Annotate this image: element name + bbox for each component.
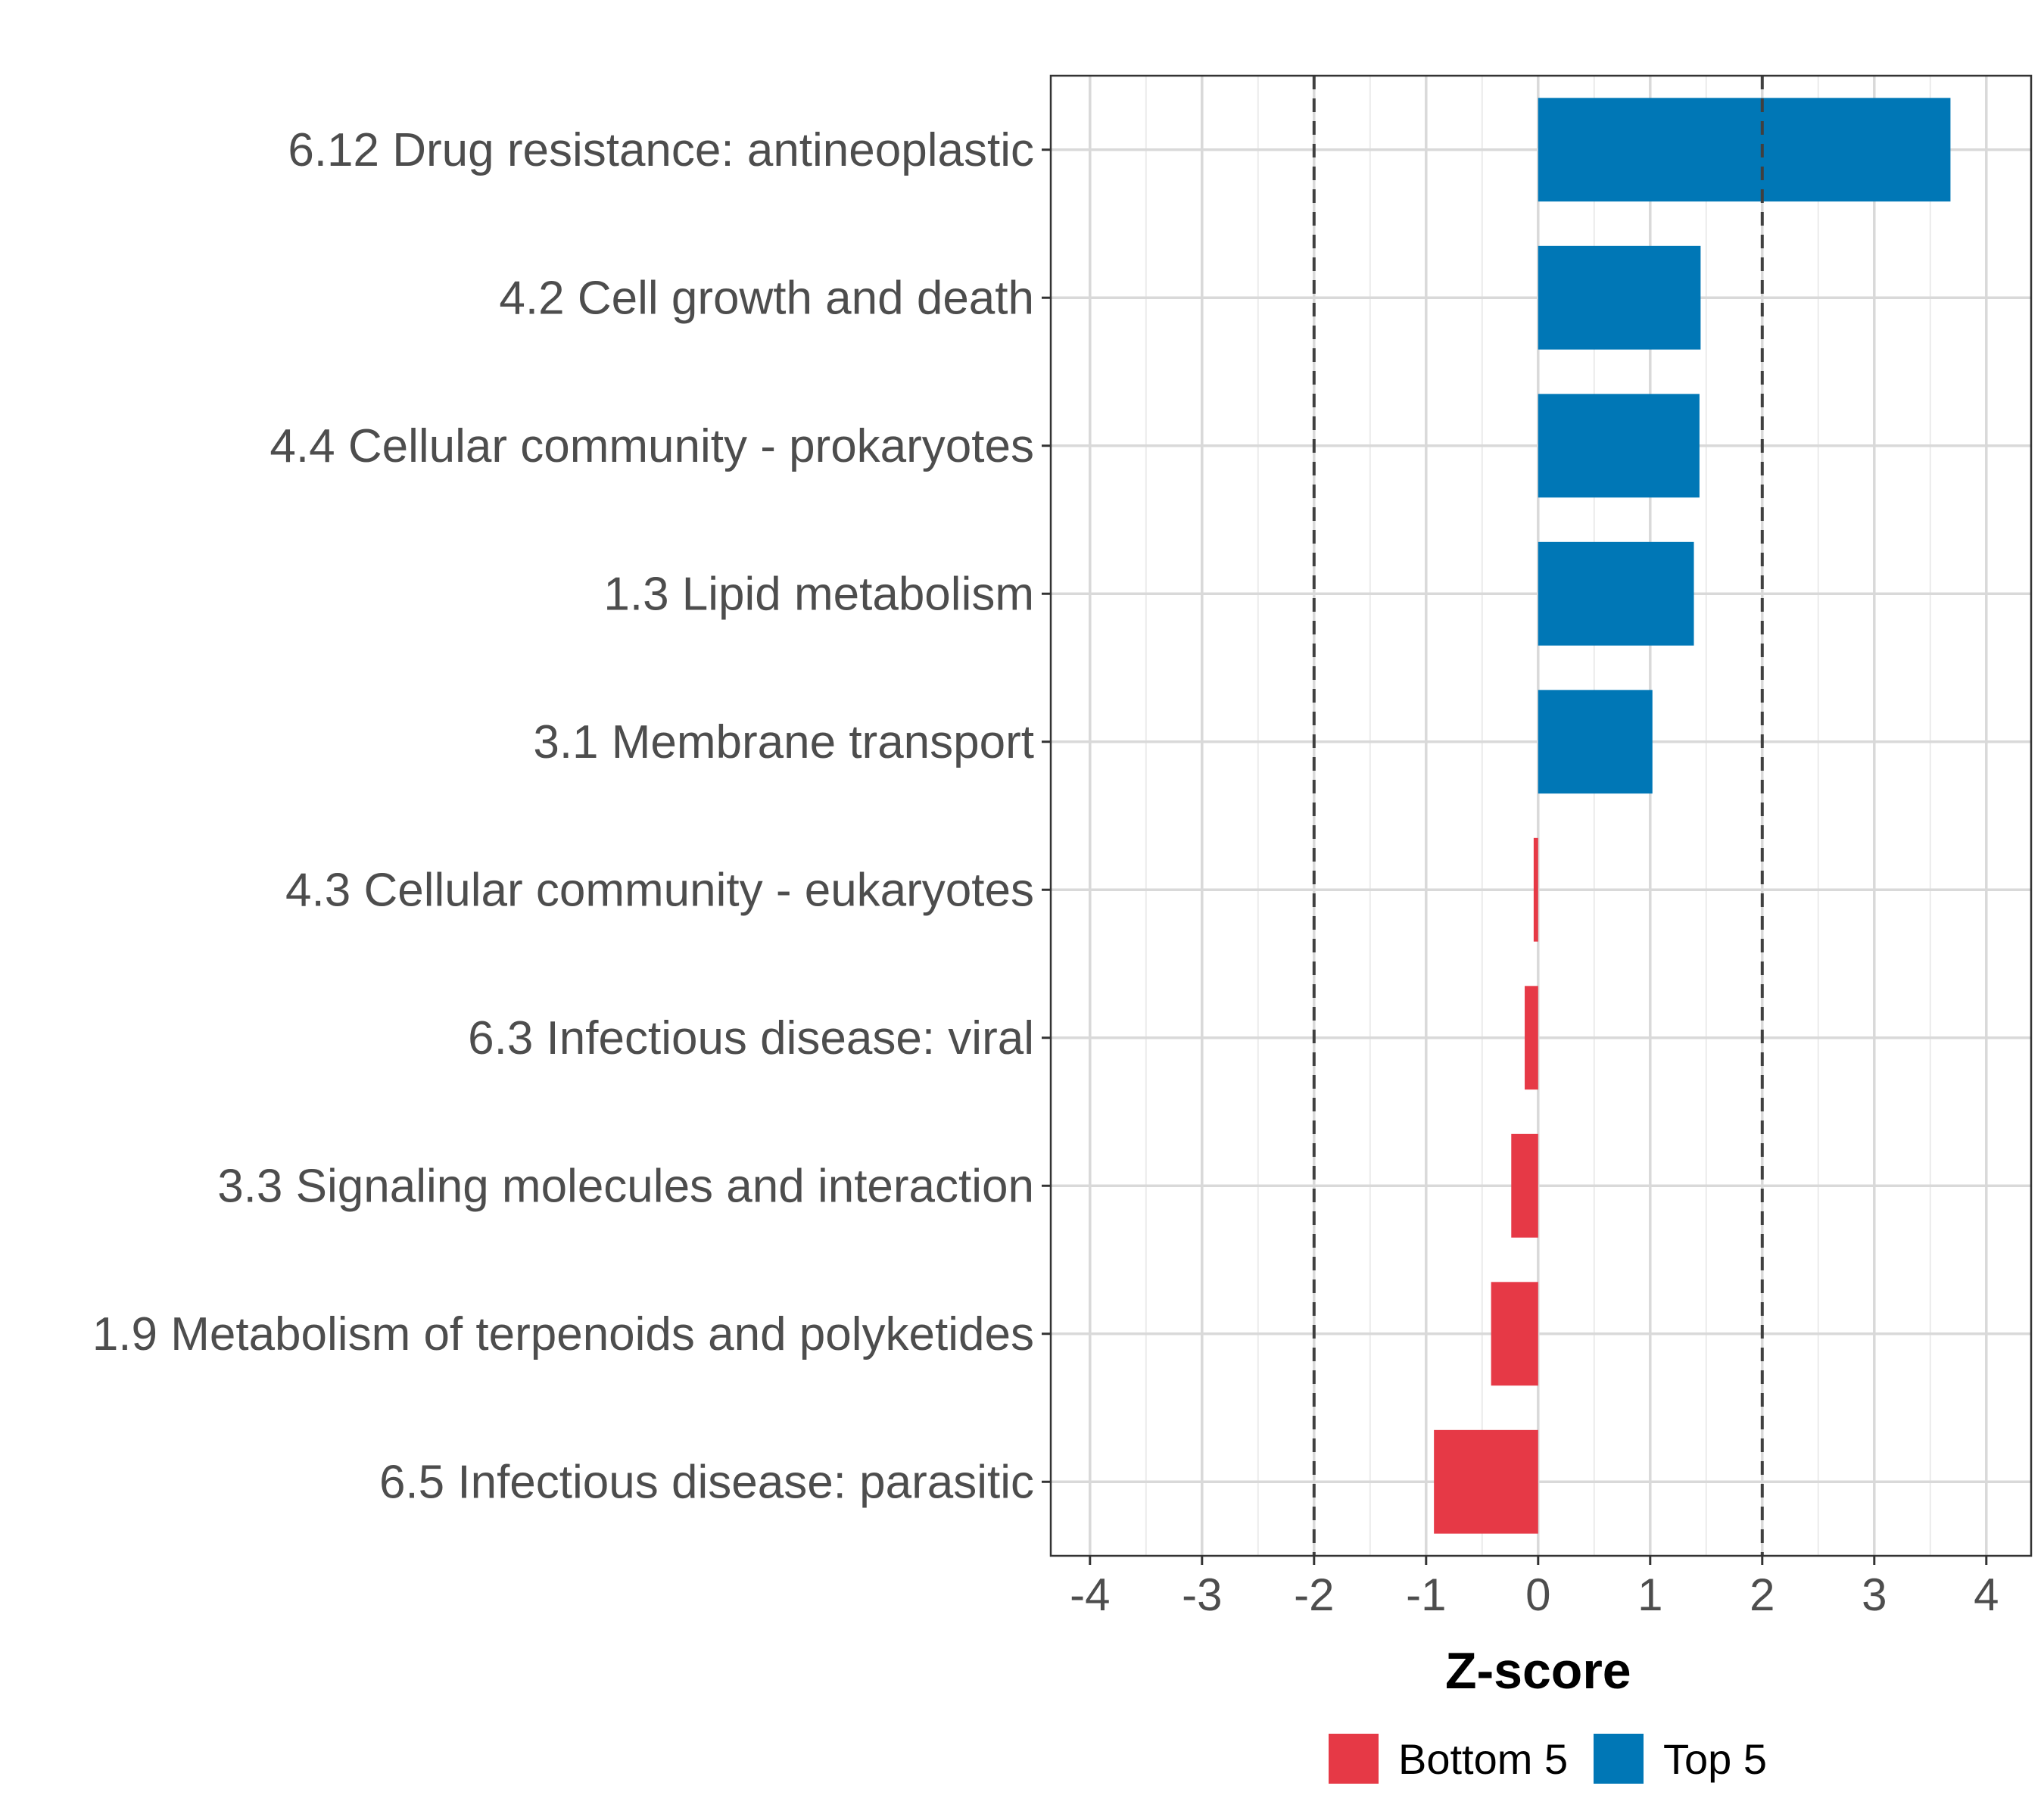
y-axis-ticks — [1042, 148, 1051, 1483]
x-tick-label: -2 — [1294, 1569, 1334, 1620]
legend-swatch-bottom5 — [1329, 1734, 1379, 1784]
x-axis-ticks — [1089, 1556, 1988, 1565]
x-tick-label: 4 — [1974, 1569, 1999, 1620]
x-axis-labels: -4 -3 -2 -1 0 1 2 3 4 — [1070, 1569, 1999, 1620]
x-tick-label: 0 — [1525, 1569, 1550, 1620]
category-label: 4.3 Cellular community - eukaryotes — [285, 864, 1034, 916]
category-label: 1.3 Lipid metabolism — [603, 568, 1034, 620]
x-tick-label: -4 — [1070, 1569, 1110, 1620]
x-tick-label: 3 — [1862, 1569, 1887, 1620]
category-label: 4.4 Cellular community - prokaryotes — [270, 420, 1034, 472]
bar-bottom-9 — [1491, 1282, 1538, 1386]
bar-top-1 — [1538, 98, 1951, 202]
legend-label: Top 5 — [1663, 1735, 1767, 1783]
category-label: 3.3 Signaling molecules and interaction — [217, 1160, 1034, 1212]
reference-lines — [1312, 76, 1764, 1556]
bar-top-5 — [1538, 690, 1653, 794]
bar-bottom-7 — [1525, 986, 1538, 1090]
x-tick-label: -1 — [1406, 1569, 1446, 1620]
category-label: 6.3 Infectious disease: viral — [468, 1012, 1034, 1064]
bar-bottom-10 — [1434, 1429, 1538, 1534]
category-label: 6.12 Drug resistance: antineoplastic — [288, 124, 1034, 176]
bar-bottom-8 — [1511, 1133, 1538, 1238]
legend-label: Bottom 5 — [1398, 1735, 1568, 1783]
bars — [1434, 98, 1951, 1534]
legend: Bottom 5 Top 5 — [1329, 1734, 1767, 1784]
category-label: 6.5 Infectious disease: parasitic — [379, 1456, 1034, 1508]
x-tick-label: -3 — [1182, 1569, 1222, 1620]
x-axis-title: Z-score — [1445, 1642, 1631, 1700]
category-label: 3.1 Membrane transport — [533, 716, 1034, 768]
category-label: 4.2 Cell growth and death — [499, 272, 1034, 324]
x-tick-label: 1 — [1637, 1569, 1662, 1620]
bar-top-4 — [1538, 541, 1694, 646]
bar-top-3 — [1538, 394, 1700, 498]
category-label: 1.9 Metabolism of terpenoids and polyket… — [92, 1308, 1034, 1360]
panel-border — [1049, 74, 2033, 1557]
bar-top-2 — [1538, 245, 1701, 350]
y-axis-labels: 6.12 Drug resistance: antineoplastic 4.2 … — [92, 124, 1034, 1509]
x-tick-label: 2 — [1750, 1569, 1774, 1620]
legend-swatch-top5 — [1594, 1734, 1644, 1784]
bar-bottom-6 — [1533, 837, 1538, 942]
